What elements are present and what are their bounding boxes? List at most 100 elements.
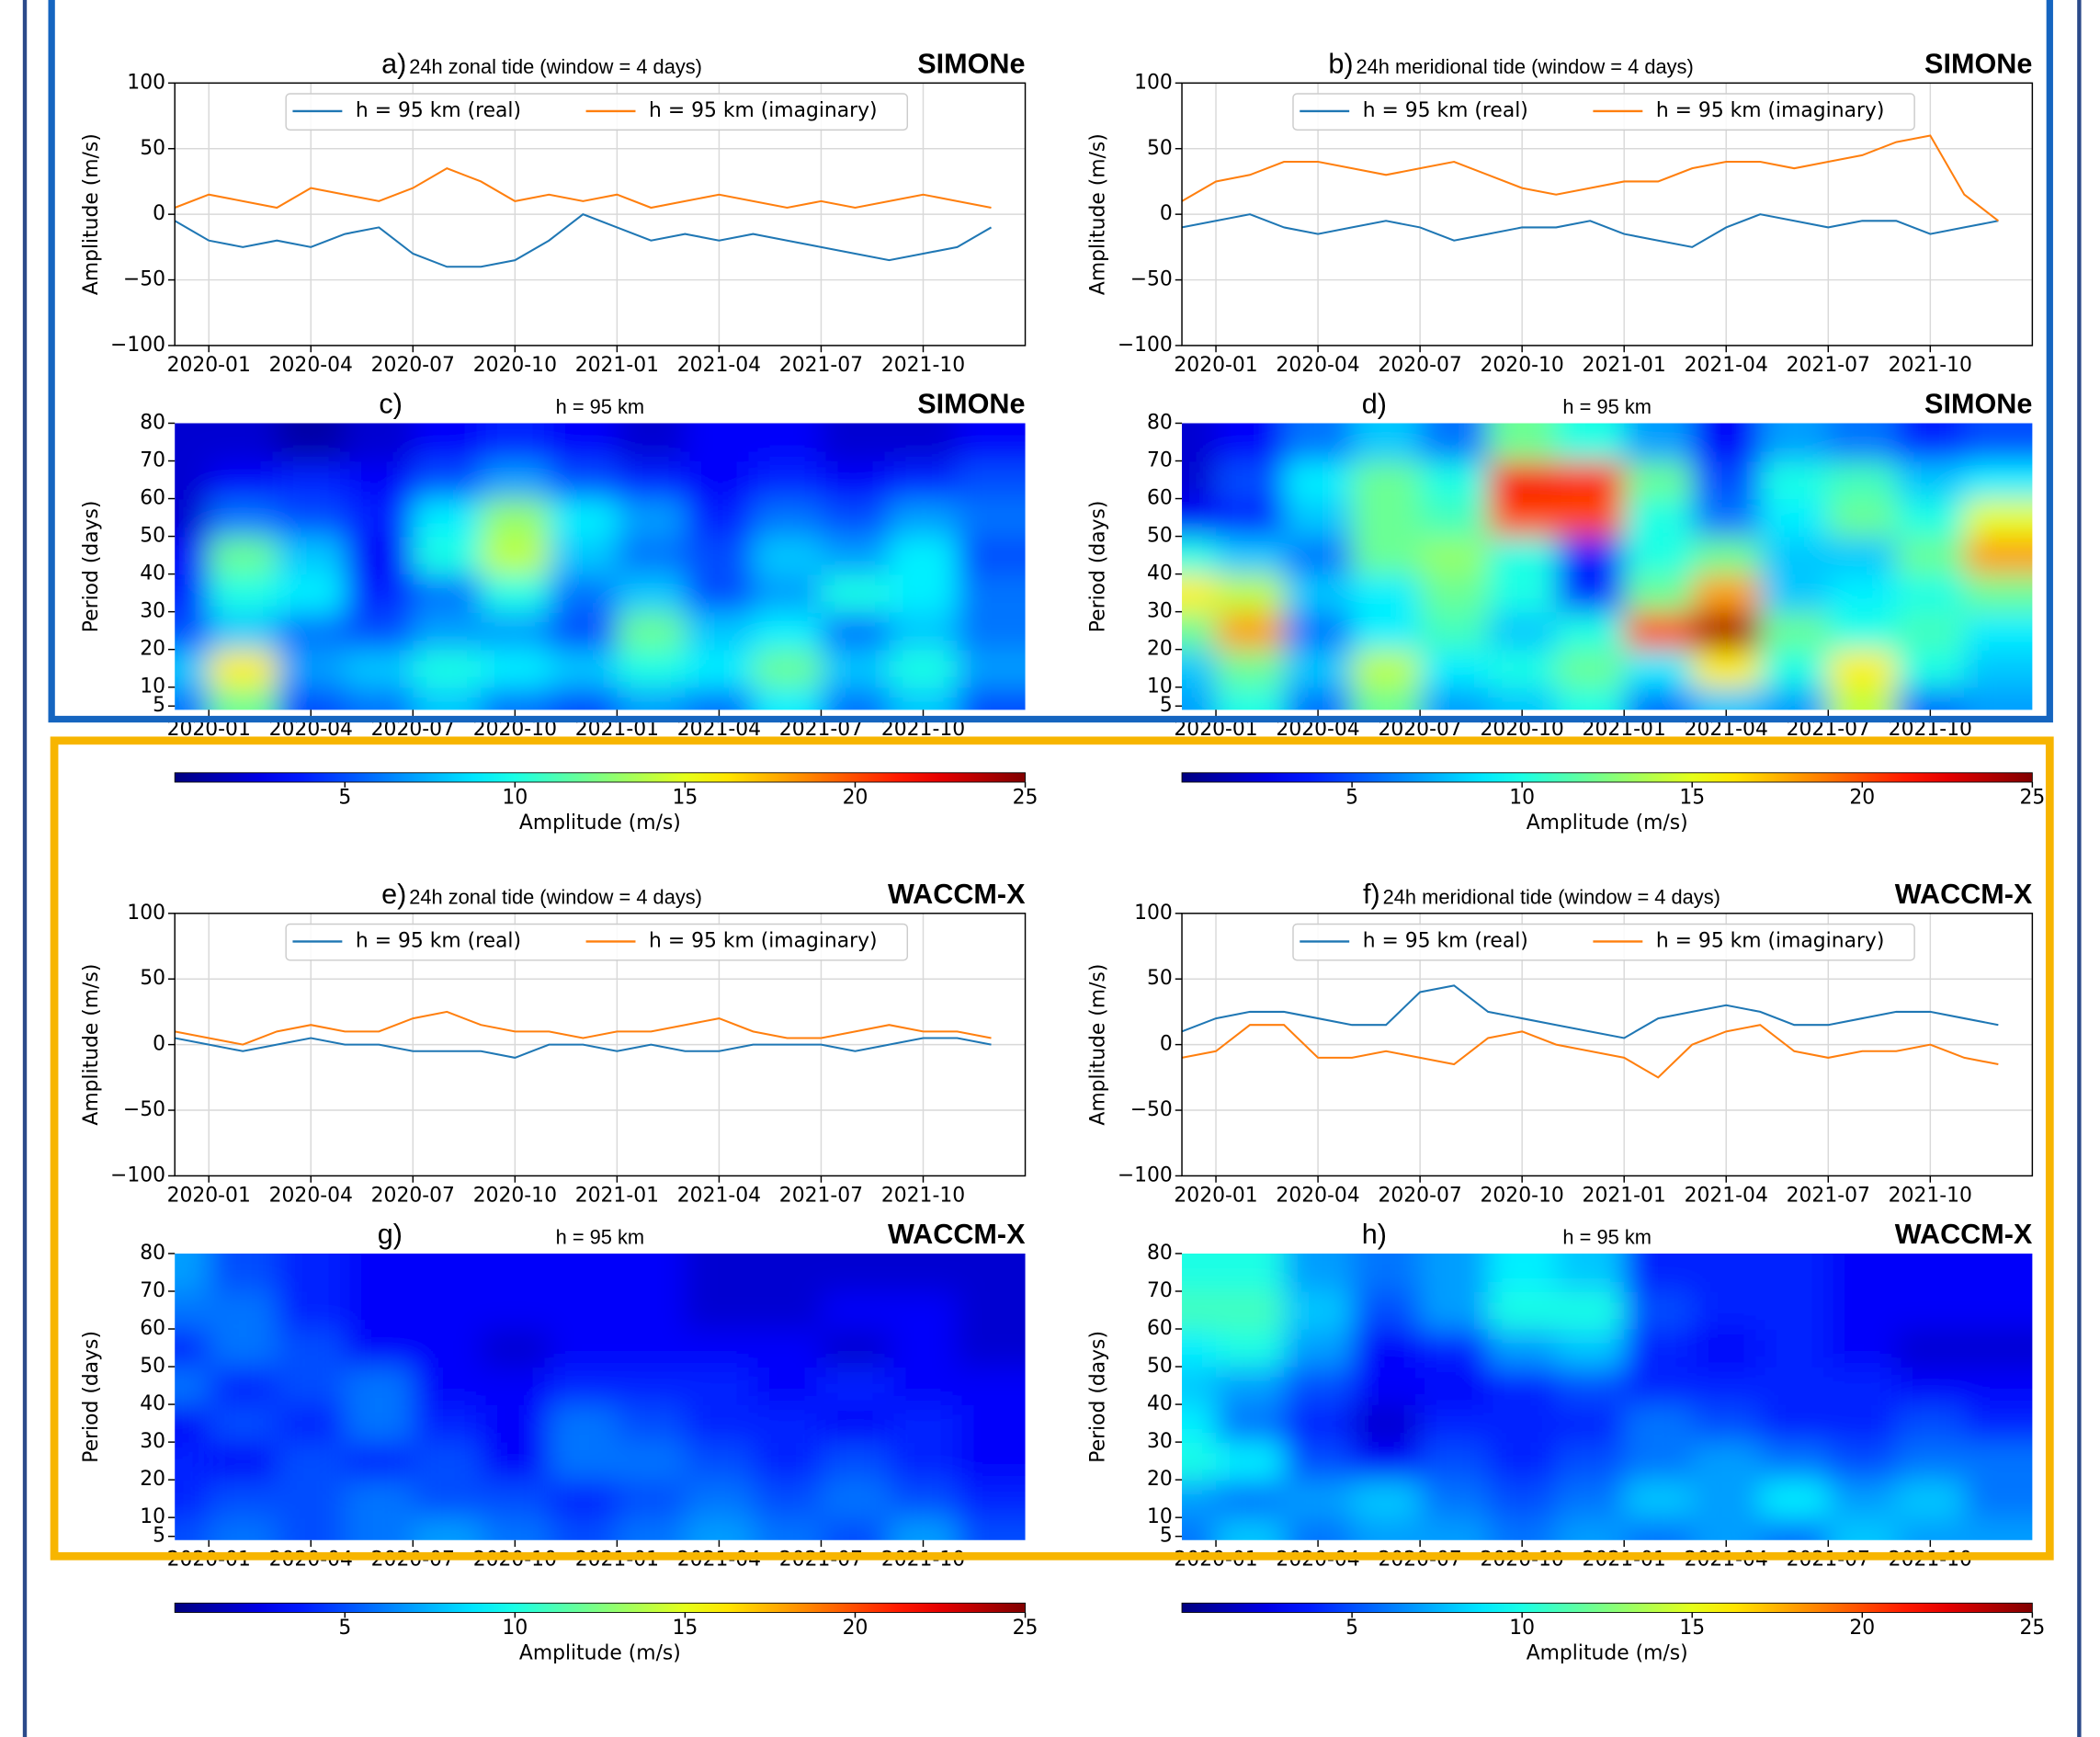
heatmap-cell	[209, 649, 278, 688]
heatmap-cell	[1556, 611, 1625, 651]
heatmap-cell	[1692, 1329, 1761, 1368]
heatmap-cell	[1828, 498, 1898, 538]
colorbar-tick-label: 15	[673, 1617, 698, 1640]
heatmap-cell	[1828, 1367, 1898, 1405]
heatmap-cell	[1624, 573, 1693, 613]
heatmap-cell	[821, 649, 891, 688]
heatmap-cell	[889, 423, 959, 462]
y-tick-label: 40	[1147, 1392, 1173, 1415]
heatmap-cell	[753, 1253, 823, 1292]
colorbar	[1181, 772, 2033, 783]
y-tick-label: 70	[140, 1279, 165, 1302]
heatmap-cell	[413, 1367, 482, 1405]
heatmap-cell	[1692, 1517, 1761, 1540]
heatmap-cell	[1760, 498, 1830, 538]
y-tick-label: 70	[1147, 1279, 1173, 1302]
heatmap-cell	[753, 1367, 823, 1405]
heatmap-cell	[1216, 498, 1285, 538]
y-tick-label: 50	[140, 525, 165, 548]
heatmap-cell	[1488, 1480, 1557, 1518]
heatmap-cell	[481, 1442, 551, 1481]
heatmap-cell	[1182, 611, 1217, 651]
heatmap-cell	[1488, 1517, 1557, 1540]
heatmap-cell	[1182, 687, 1217, 710]
heatmap-cell	[685, 423, 755, 462]
heatmap-cell	[685, 498, 755, 538]
y-tick-label: 30	[140, 1430, 165, 1453]
heatmap-cell	[175, 1253, 210, 1292]
heatmap-cell	[617, 460, 687, 500]
y-axis-label: Period (days)	[1087, 501, 1110, 633]
heatmap-cell	[1352, 498, 1421, 538]
heatmap-cell	[549, 1329, 619, 1368]
y-tick-label: 30	[1147, 1430, 1173, 1453]
panel-label: a)	[381, 48, 406, 79]
x-tick-label: 2021-04	[1685, 1184, 1768, 1207]
heatmap-cell	[549, 1290, 619, 1330]
heatmap-cell	[277, 460, 346, 500]
y-tick-label: −50	[1130, 268, 1173, 291]
heatmap-cell	[481, 687, 551, 710]
heatmap-cell	[413, 1290, 482, 1330]
heatmap-cell	[1216, 1442, 1285, 1481]
heatmap-cell	[481, 1404, 551, 1443]
heatmap-cell	[1216, 1480, 1285, 1518]
heatmap-cell	[1964, 536, 2033, 575]
heatmap-cell	[1488, 1329, 1557, 1368]
y-tick-label: 100	[127, 71, 165, 94]
heatmap-cell	[1420, 611, 1489, 651]
heatmap-cell	[549, 498, 619, 538]
heatmap-cell	[1692, 1253, 1761, 1292]
panel-title: h = 95 km	[1562, 395, 1652, 418]
heatmap-cell	[1624, 1480, 1693, 1518]
heatmap-cell	[481, 649, 551, 688]
heatmap-cell	[1216, 1253, 1285, 1292]
heatmap-cell	[413, 1480, 482, 1518]
heatmap-cell	[1828, 1253, 1898, 1292]
x-tick-label: 2020-01	[167, 354, 251, 377]
heatmap-cell	[1352, 1442, 1421, 1481]
model-name: SIMONe	[1924, 389, 2032, 420]
x-tick-label: 2020-01	[1174, 354, 1257, 377]
x-tick-label: 2021-01	[1583, 354, 1666, 377]
model-name: SIMONe	[917, 48, 1025, 79]
heatmap-cell	[957, 1329, 1026, 1368]
heatmap-cell	[1964, 649, 2033, 688]
heatmap-cell	[1216, 1290, 1285, 1330]
y-tick-label: −100	[110, 334, 165, 357]
heatmap-cell	[1828, 460, 1898, 500]
heatmap-cell	[413, 687, 482, 710]
heatmap-cell	[685, 1442, 755, 1481]
colorbar-tick-label: 20	[1849, 786, 1875, 809]
legend-label: h = 95 km (imaginary)	[1656, 929, 1884, 952]
heatmap-cell	[1964, 573, 2033, 613]
heatmap-cell	[753, 611, 823, 651]
heatmap-cell	[1828, 687, 1898, 710]
heatmap-cell	[1964, 1517, 2033, 1540]
heatmap-cell	[345, 573, 414, 613]
line-panel: b) 24h meridional tide (window = 4 days) S…	[1087, 48, 2034, 377]
panel-label: e)	[381, 879, 406, 910]
heatmap-cell	[1556, 687, 1625, 710]
heatmap-cell	[1828, 611, 1898, 651]
heatmap-cell	[1488, 1367, 1557, 1405]
y-tick-label: 5	[153, 1525, 165, 1548]
y-tick-label: 50	[140, 137, 165, 160]
heatmap-cell	[345, 536, 414, 575]
heatmap-cell	[549, 460, 619, 500]
heatmap-cell	[685, 536, 755, 575]
heatmap-cell	[1216, 1517, 1285, 1540]
heatmap-cell	[1284, 423, 1353, 462]
line-panel: a) 24h zonal tide (window = 4 days) SIMONe…	[80, 48, 1027, 377]
heatmap-cell	[481, 573, 551, 613]
heatmap-cell	[889, 536, 959, 575]
heatmap-cell	[1624, 1329, 1693, 1368]
heatmap-cell	[1692, 1404, 1761, 1443]
y-tick-label: 10	[1147, 1505, 1173, 1528]
heatmap-cell	[549, 649, 619, 688]
heatmap-cell	[1760, 1329, 1830, 1368]
legend: h = 95 km (real) h = 95 km (imaginary)	[1292, 93, 1915, 131]
y-tick-label: 80	[140, 1242, 165, 1265]
y-tick-label: 20	[140, 638, 165, 661]
